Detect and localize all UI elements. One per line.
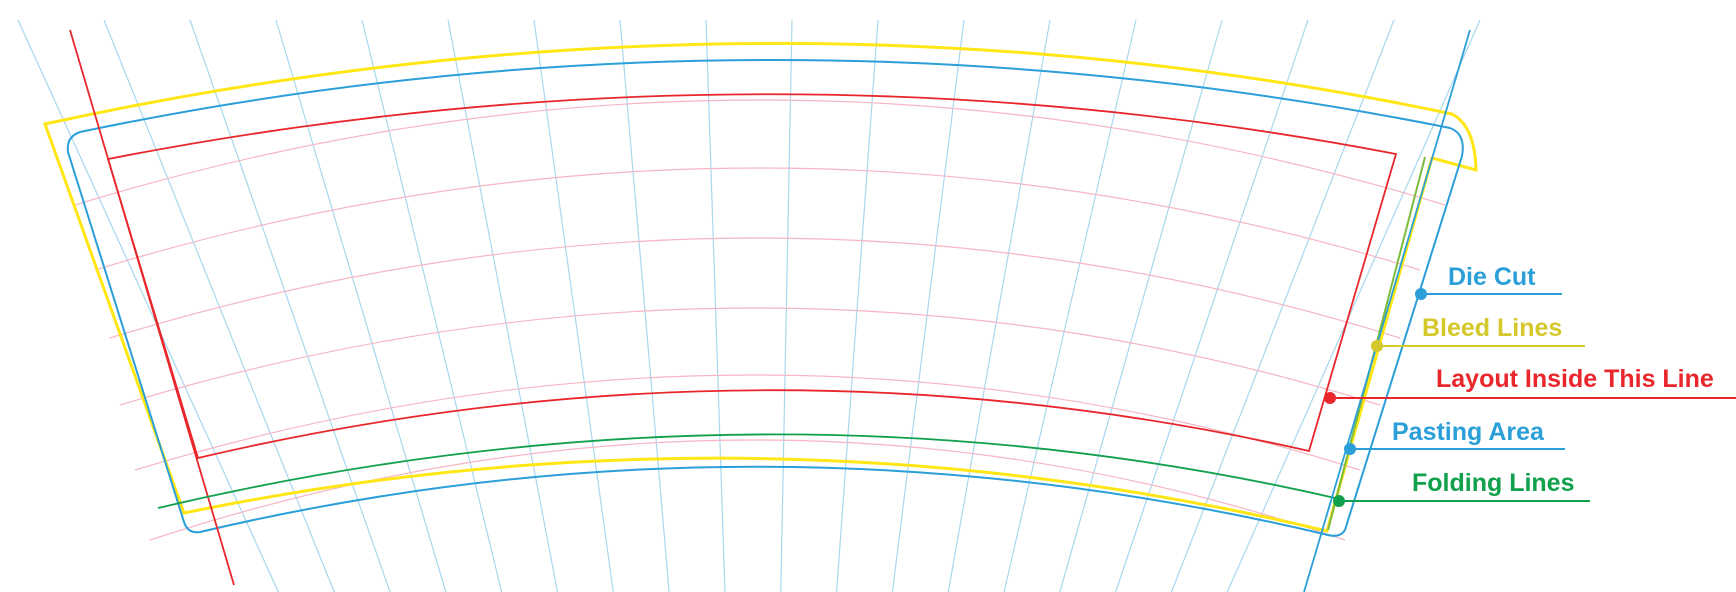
folding-line — [157, 433, 1336, 509]
bleed-outline — [43, 41, 1478, 533]
die-cut-label: Die Cut — [1448, 263, 1536, 291]
radial-guide-line — [705, 19, 726, 592]
layout-inside-label: Layout Inside This Line — [1436, 365, 1714, 393]
pasting-area-label: Pasting Area — [1392, 418, 1545, 446]
die-cut-marker — [1415, 288, 1427, 300]
radial-guide-line — [1059, 19, 1223, 592]
layout-inside-marker — [1324, 392, 1336, 404]
safe-area-extension-line — [69, 29, 235, 586]
radial-guide-grid — [17, 19, 1481, 592]
die-cut-outline — [66, 59, 1464, 537]
arc-guide-line — [119, 307, 1381, 406]
legend-die-cut: Die Cut — [1415, 263, 1562, 300]
folding-lines-marker — [1333, 495, 1345, 507]
radial-guide-line — [619, 19, 670, 592]
arc-guide-line — [134, 374, 1361, 471]
radial-guide-line — [275, 19, 447, 592]
folding-lines-label: Folding Lines — [1412, 469, 1575, 497]
radial-guide-line — [447, 19, 559, 592]
bleed-lines-marker — [1371, 340, 1383, 352]
radial-guide-line — [1170, 19, 1395, 592]
radial-guide-line — [891, 19, 965, 592]
legend-folding-lines: Folding Lines — [1333, 469, 1590, 507]
bleed-lines-label: Bleed Lines — [1422, 314, 1562, 342]
radial-guide-line — [947, 19, 1051, 592]
radial-guide-line — [189, 19, 391, 592]
die-cut-extension-line — [1303, 29, 1471, 592]
arc-guide-line — [94, 167, 1421, 271]
legend-layout-inside: Layout Inside This Line — [1324, 365, 1736, 404]
legend-pasting-area: Pasting Area — [1344, 418, 1565, 455]
radial-guide-line — [103, 19, 335, 592]
arc-guide-grid — [74, 99, 1446, 541]
arc-guide-line — [74, 99, 1446, 206]
arc-guide-line — [109, 237, 1401, 339]
radial-guide-line — [780, 19, 793, 592]
pasting-area-marker — [1344, 443, 1356, 455]
radial-guide-line — [835, 19, 879, 592]
radial-guide-line — [1226, 19, 1481, 592]
radial-guide-line — [1115, 19, 1309, 592]
arc-guide-line — [149, 439, 1346, 541]
radial-guide-line — [17, 19, 280, 592]
legend-bleed-lines: Bleed Lines — [1371, 314, 1585, 352]
safe-area-outline — [106, 93, 1398, 460]
radial-guide-line — [1003, 19, 1137, 592]
radial-guide-line — [533, 19, 614, 592]
